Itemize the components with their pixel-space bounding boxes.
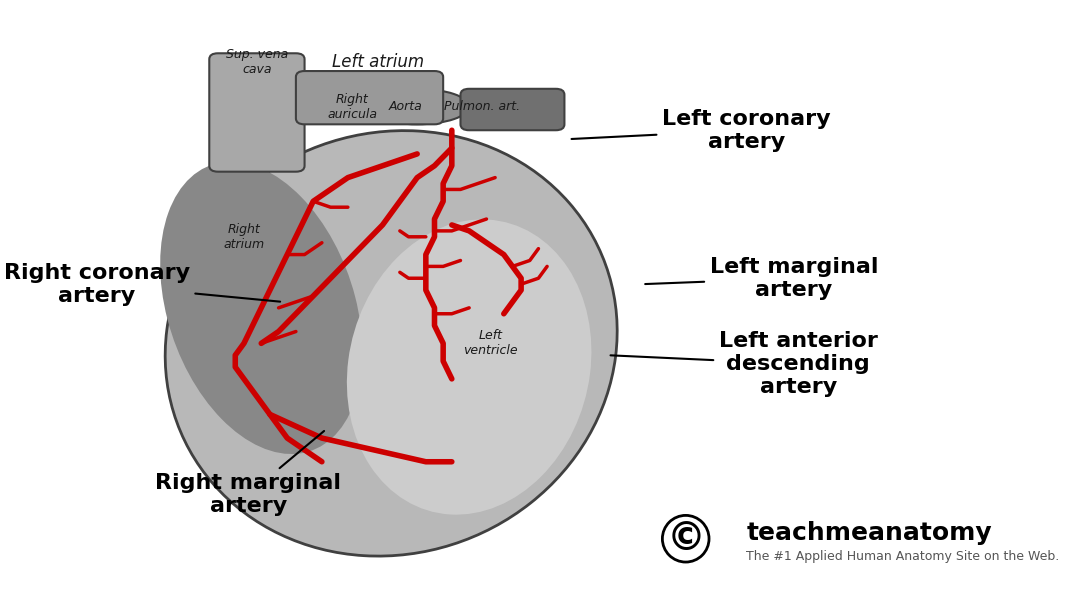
Text: Right
atrium: Right atrium [224,223,264,251]
Text: Left
ventricle: Left ventricle [464,329,518,358]
Ellipse shape [160,162,362,454]
Text: Right marginal
artery: Right marginal artery [156,431,341,516]
FancyBboxPatch shape [461,89,564,130]
Text: Left anterior
descending
artery: Left anterior descending artery [611,331,877,397]
Text: Right
auricula: Right auricula [327,92,377,121]
Text: The #1 Applied Human Anatomy Site on the Web.: The #1 Applied Human Anatomy Site on the… [746,550,1060,563]
Text: Left marginal
artery: Left marginal artery [645,257,878,300]
Ellipse shape [165,131,617,556]
FancyBboxPatch shape [296,71,443,124]
Text: Left atrium: Left atrium [333,53,424,71]
FancyBboxPatch shape [209,53,305,172]
Text: Sup. vena
cava: Sup. vena cava [226,48,288,76]
Text: Aorta: Aorta [389,100,423,113]
Text: Right coronary
artery: Right coronary artery [3,263,280,305]
Ellipse shape [346,220,592,514]
Text: ©: © [666,520,705,558]
Text: Pulmon. art.: Pulmon. art. [445,100,520,113]
Text: Left coronary
artery: Left coronary artery [571,109,830,152]
Text: teachmeanatomy: teachmeanatomy [746,521,992,545]
Ellipse shape [366,89,469,124]
